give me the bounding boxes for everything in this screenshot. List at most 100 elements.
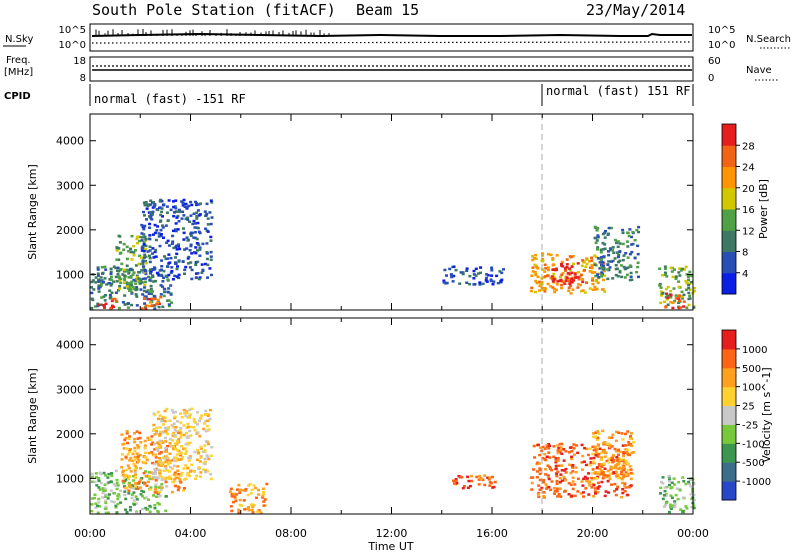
data-cell [175,453,179,456]
data-cell [541,254,545,257]
data-cell [97,284,101,287]
data-cell [608,247,612,250]
data-cell [185,207,189,210]
data-cell [584,487,588,490]
data-cell [133,469,137,472]
data-cell [144,475,148,478]
data-cell [134,288,138,292]
colorbar-tick-label: 100 [742,383,761,394]
data-cell [143,295,147,298]
data-cell [660,294,663,297]
data-cell [682,480,686,483]
cpid-mode-1: normal (fast) -151 RF [94,92,246,106]
data-cell [600,275,604,278]
data-cell [204,429,208,433]
data-cell [596,430,600,433]
data-cell [603,236,607,239]
data-cell [679,269,683,272]
data-cell [470,474,474,478]
data-cell [196,423,199,426]
data-cell [594,241,598,245]
data-cell [620,481,624,485]
data-cell [114,266,118,270]
data-cell [468,282,472,286]
data-cell [543,286,547,290]
data-cell [144,496,148,499]
data-cell [597,276,601,279]
data-cell [550,277,554,280]
data-cell [173,433,177,437]
data-cell [152,454,156,457]
data-cell [204,413,208,416]
data-cell [182,489,185,492]
data-cell [164,460,168,463]
data-cell [115,280,119,283]
data-cell [587,481,591,485]
data-cell [594,454,598,457]
data-cell [534,290,537,294]
data-cell [132,251,136,254]
data-cell [597,464,601,467]
data-cell [167,273,171,277]
data-cell [180,200,184,203]
data-cell [150,451,154,454]
data-cell [678,299,681,302]
data-cell [530,286,534,290]
data-cell [195,217,199,220]
data-cell [603,451,607,454]
data-cell [596,273,599,276]
data-cell [606,469,610,473]
data-cell [556,495,560,498]
data-cell [170,439,174,442]
data-cell [659,286,663,289]
data-cell [675,487,679,490]
data-cell [620,275,624,279]
data-cell [148,477,152,481]
data-cell [132,244,136,248]
data-cell [177,208,181,212]
data-cell [199,202,203,205]
data-cell [121,479,125,483]
data-cell [163,409,167,413]
data-cell [666,285,670,289]
data-cell [97,478,101,481]
data-cell [137,239,141,243]
data-cell [162,269,166,273]
colorbar-segment [722,330,736,350]
data-cell [144,238,148,241]
data-cell [154,248,158,252]
data-cell [203,444,207,447]
data-cell [547,477,551,481]
data-cell [592,262,596,265]
data-cell [123,294,127,297]
data-cell [100,296,104,299]
data-cell [117,306,121,310]
data-cell [594,448,598,452]
data-cell [161,280,165,283]
data-cell [154,467,158,471]
data-cell [610,445,614,448]
data-cell [567,279,570,283]
data-cell [571,464,575,467]
data-cell [147,451,151,455]
data-cell [199,445,203,449]
data-cell [577,271,581,274]
data-cell [626,474,630,477]
data-cell [257,493,261,496]
data-cell [129,470,133,473]
data-cell [104,302,108,306]
data-cell [186,422,190,426]
data-cell [534,257,538,261]
nave-tick-low: 0 [708,73,714,84]
data-cell [560,464,564,467]
data-cell [599,451,603,455]
data-cell [678,274,682,277]
data-cell [538,478,542,482]
data-cell [205,212,209,216]
data-cell [601,232,605,236]
data-cell [93,496,97,500]
data-cell [151,290,154,293]
data-cell [137,277,141,280]
data-cell [463,484,466,488]
data-cell [576,490,580,493]
